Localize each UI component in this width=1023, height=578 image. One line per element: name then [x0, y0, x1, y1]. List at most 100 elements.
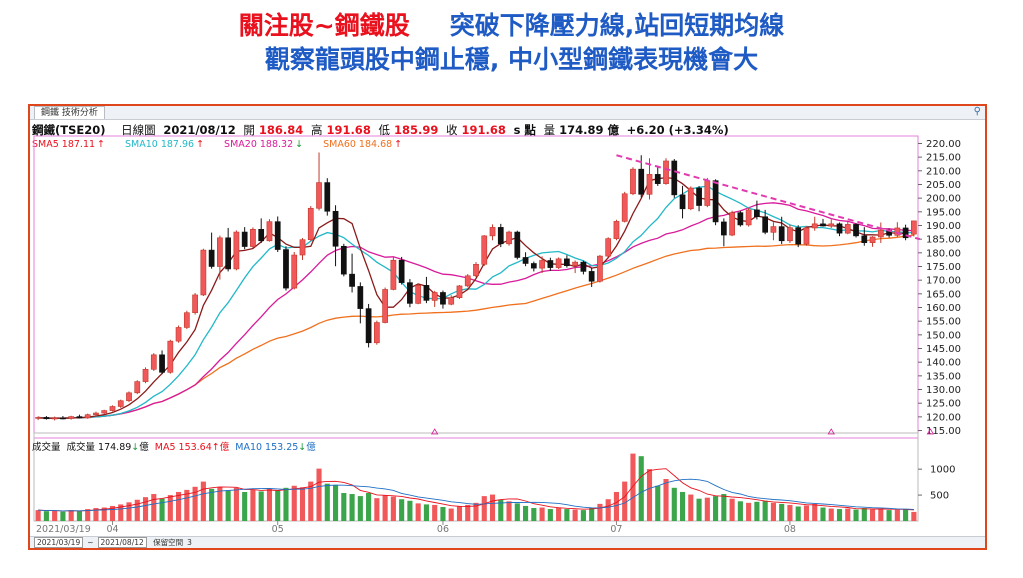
- start-date-select[interactable]: 2021/03/19: [34, 537, 84, 548]
- candle-body: [844, 224, 851, 234]
- volume-bar: [779, 503, 785, 521]
- open-label: 開: [243, 123, 255, 137]
- keep-space-value[interactable]: 3: [187, 538, 192, 547]
- candle-body: [861, 235, 868, 244]
- volume-legend-item: MA10 153.25↓億: [235, 442, 316, 453]
- volume-bar: [76, 511, 83, 521]
- candle-body: [307, 207, 314, 241]
- candle-body: [729, 212, 735, 236]
- candle-body: [233, 231, 240, 270]
- period-label: 日線圖: [121, 123, 156, 137]
- volume-bar: [423, 504, 429, 521]
- candle-body: [258, 229, 265, 242]
- candle-body: [894, 227, 901, 236]
- volume-bar: [845, 508, 851, 521]
- volume-bar: [572, 509, 578, 521]
- volume-bar: [126, 502, 132, 521]
- volume-bar: [299, 487, 306, 521]
- headline-red-text: 關注股~鋼鐵股: [238, 11, 410, 40]
- y-tick-label: 205.00: [926, 180, 961, 191]
- volume-bar: [151, 494, 157, 521]
- volume-bar: [415, 503, 421, 521]
- volume-bar: [638, 456, 644, 521]
- candle-body: [654, 174, 661, 184]
- candle-body: [200, 249, 207, 296]
- candle-body: [877, 229, 884, 238]
- price-panel-border: [33, 135, 919, 439]
- volume-bar: [564, 509, 570, 521]
- volume-bar: [655, 485, 661, 521]
- volume-bar: [308, 481, 314, 521]
- candle-body: [167, 340, 174, 373]
- candle-body: [332, 210, 339, 247]
- bottom-toolbar: 2021/03/19 ~2021/08/12 保留空間 3: [30, 536, 985, 548]
- volume-bar: [266, 488, 273, 521]
- volume-bar: [754, 501, 760, 521]
- vol-ma5-line: [38, 468, 914, 512]
- low-value: 185.99: [393, 123, 439, 137]
- low-label: 低: [378, 123, 390, 137]
- volume-bar: [613, 491, 620, 521]
- marker-triangle: [430, 428, 439, 435]
- volume-bar: [787, 504, 793, 521]
- y-tick-label: 160.00: [926, 303, 961, 314]
- close-label: 收: [446, 123, 458, 137]
- candle-body: [150, 354, 157, 370]
- candle-body: [84, 414, 91, 419]
- sma-legend-item: SMA10 187.96 ↑: [125, 139, 214, 150]
- volume-bar: [737, 501, 743, 521]
- volume-bar: [159, 498, 165, 521]
- volume-bar: [795, 506, 801, 521]
- volume-legend-item: MA5 153.64↑億: [154, 442, 230, 453]
- marker-triangle: [827, 428, 835, 435]
- candle-body: [613, 221, 620, 239]
- volume-bar: [836, 509, 843, 521]
- candle-body: [68, 416, 75, 419]
- candle-body: [522, 257, 529, 264]
- candle-body: [811, 223, 818, 229]
- volume-bar: [109, 505, 116, 521]
- y-tick-label: 125.00: [926, 399, 961, 410]
- candle-body: [514, 231, 521, 258]
- candle-body: [241, 231, 248, 247]
- candle-body: [547, 260, 554, 268]
- candle-body: [35, 417, 41, 419]
- sma-legend-arrow: ↑: [394, 139, 403, 150]
- candle-body: [175, 327, 182, 342]
- volume-bar: [366, 493, 372, 521]
- candle-body: [754, 209, 760, 218]
- candle-body: [142, 368, 149, 382]
- y-tick-label: 145.00: [926, 344, 961, 355]
- sma20-line: [38, 202, 914, 419]
- volume-bar: [60, 511, 66, 521]
- candle-body: [324, 182, 331, 212]
- volume-bar: [283, 487, 289, 521]
- candle-body: [250, 229, 256, 247]
- candle-body: [340, 245, 347, 275]
- end-date-select[interactable]: 2021/08/12: [97, 537, 147, 548]
- marker-triangle: [926, 428, 935, 435]
- candle-body: [621, 193, 628, 222]
- vol-tick-label: 500: [930, 491, 949, 502]
- volume-legend-item: 成交量 174.89↓億: [66, 442, 149, 453]
- candle-body: [316, 182, 322, 209]
- tab-technical-analysis[interactable]: 鋼鐵 技術分析: [34, 106, 105, 119]
- candle-body: [803, 227, 810, 245]
- candle-body: [630, 168, 636, 195]
- candle-body: [183, 312, 190, 328]
- volume-bar: [242, 491, 248, 521]
- y-tick-label: 215.00: [926, 153, 961, 164]
- candle-body: [274, 221, 281, 250]
- volume-bar: [357, 496, 363, 521]
- magnifier-icon[interactable]: ⚲: [973, 106, 981, 117]
- volume-bar: [663, 479, 669, 521]
- candle-body: [671, 160, 678, 196]
- volume-bar: [622, 481, 628, 521]
- volume-bar: [341, 493, 347, 521]
- candle-body: [456, 285, 463, 298]
- y-tick-label: 155.00: [926, 317, 961, 328]
- y-tick-label: 200.00: [926, 194, 961, 205]
- candle-body: [43, 417, 50, 420]
- change-value: +6.20 (+3.34%): [626, 123, 729, 137]
- y-tick-label: 130.00: [926, 385, 961, 396]
